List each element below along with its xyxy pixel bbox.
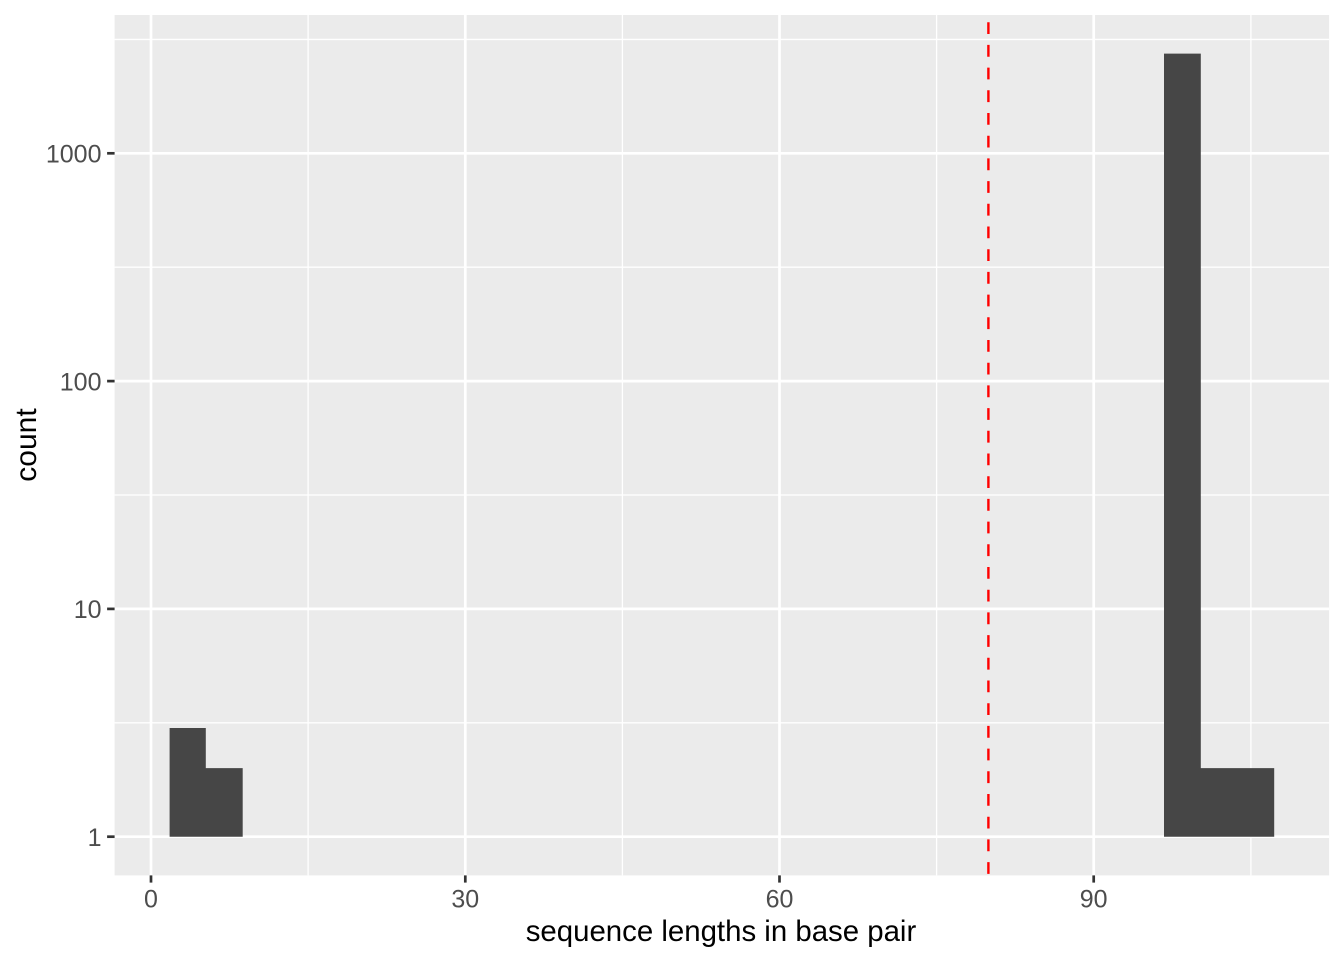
svg-text:100: 100 [60,368,102,396]
svg-text:count: count [10,408,43,482]
svg-text:60: 60 [766,885,794,913]
svg-text:sequence lengths in base pair: sequence lengths in base pair [526,915,917,948]
svg-text:90: 90 [1080,885,1108,913]
svg-text:0: 0 [144,885,158,913]
svg-text:1000: 1000 [46,141,102,169]
svg-text:30: 30 [451,885,479,913]
svg-text:10: 10 [74,596,102,624]
svg-text:1: 1 [88,824,102,852]
